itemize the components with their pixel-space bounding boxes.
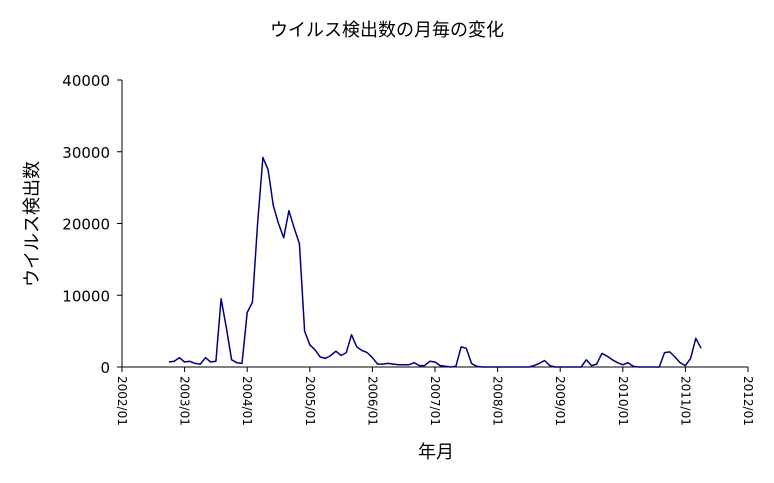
x-tick-label: 2002/01 [115, 376, 129, 426]
x-tick-label: 2009/01 [553, 376, 567, 426]
x-tick-label: 2005/01 [303, 376, 317, 426]
x-tick-label: 2011/01 [678, 376, 692, 426]
x-axis: 2002/01 2003/01 2004/01 2005/01 2006/01 2007/… [115, 366, 755, 426]
y-tick-label: 30000 [62, 144, 110, 162]
x-tick-label: 2007/01 [428, 376, 442, 426]
series-group [168, 156, 702, 368]
y-axis: 0 10000 20000 30000 40000 [62, 72, 123, 377]
x-tick-label: 2004/01 [240, 376, 254, 426]
chart-title: ウイルス検出数の月毎の変化 [270, 20, 504, 41]
x-tick-label: 2012/01 [741, 376, 755, 426]
x-tick-label: 2010/01 [616, 376, 630, 426]
x-tick-label: 2008/01 [491, 376, 505, 426]
y-tick-label: 0 [100, 359, 110, 377]
y-tick-label: 10000 [62, 287, 110, 305]
x-tick-label: 2003/01 [178, 376, 192, 426]
y-tick-label: 20000 [62, 216, 110, 234]
series-line [168, 156, 702, 368]
y-tick-label: 40000 [62, 72, 110, 90]
x-tick-label: 2006/01 [365, 376, 379, 426]
x-axis-title: 年月 [418, 442, 454, 463]
y-axis-title: ウイルス検出数 [22, 161, 43, 287]
